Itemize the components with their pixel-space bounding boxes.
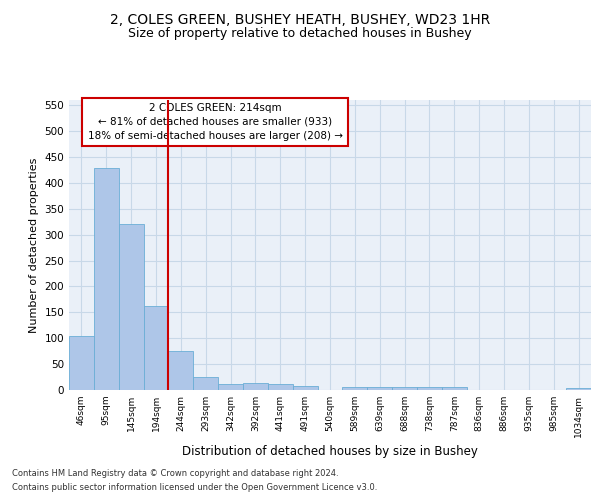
Bar [417, 388, 442, 390]
Bar [218, 384, 243, 390]
Text: Size of property relative to detached houses in Bushey: Size of property relative to detached ho… [128, 28, 472, 40]
Text: Contains HM Land Registry data © Crown copyright and database right 2024.: Contains HM Land Registry data © Crown c… [12, 468, 338, 477]
Bar [442, 388, 467, 390]
Text: 2, COLES GREEN, BUSHEY HEATH, BUSHEY, WD23 1HR: 2, COLES GREEN, BUSHEY HEATH, BUSHEY, WD… [110, 12, 490, 26]
Text: 2 COLES GREEN: 214sqm
← 81% of detached houses are smaller (933)
18% of semi-det: 2 COLES GREEN: 214sqm ← 81% of detached … [88, 103, 343, 141]
Bar [143, 306, 169, 390]
Bar [94, 168, 119, 390]
Bar [293, 386, 317, 390]
Bar [169, 350, 193, 390]
Bar [119, 224, 143, 390]
Text: Contains public sector information licensed under the Open Government Licence v3: Contains public sector information licen… [12, 484, 377, 492]
Bar [268, 384, 293, 390]
Bar [343, 388, 367, 390]
Bar [69, 336, 94, 390]
Bar [367, 388, 392, 390]
X-axis label: Distribution of detached houses by size in Bushey: Distribution of detached houses by size … [182, 445, 478, 458]
Bar [566, 388, 591, 390]
Bar [193, 377, 218, 390]
Y-axis label: Number of detached properties: Number of detached properties [29, 158, 39, 332]
Bar [243, 384, 268, 390]
Bar [392, 388, 417, 390]
